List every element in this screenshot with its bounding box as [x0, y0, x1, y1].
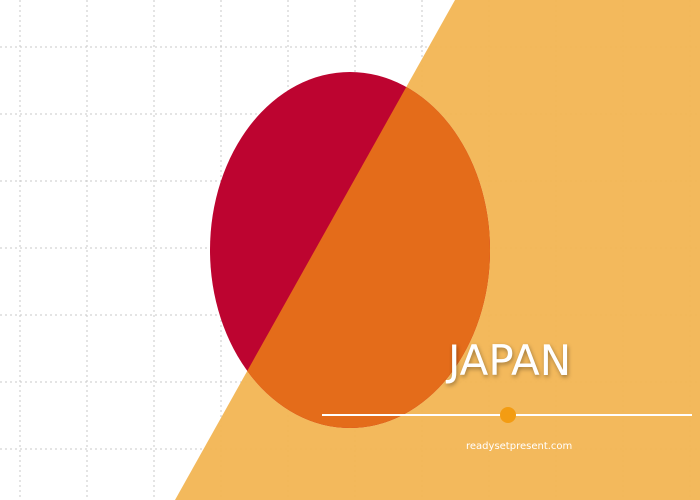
circle-dot-icon — [500, 407, 516, 423]
credit-text: readysetpresent.com — [466, 441, 573, 452]
slide-title: JAPAN — [448, 336, 572, 385]
